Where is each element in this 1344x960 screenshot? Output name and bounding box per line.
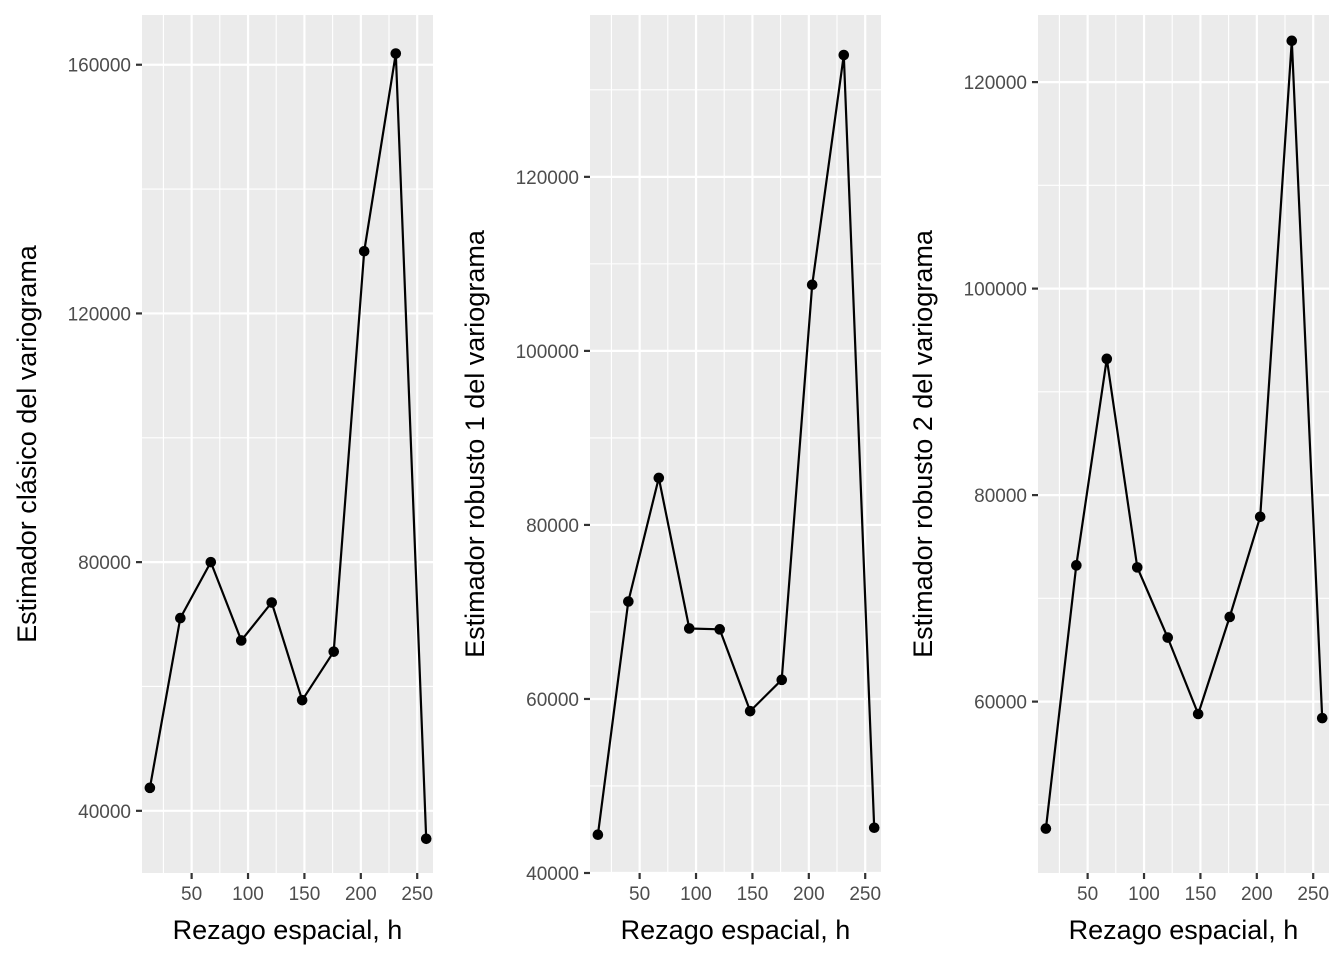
data-point — [1071, 560, 1082, 571]
x-tick-label: 100 — [1128, 884, 1160, 905]
data-point — [806, 279, 818, 291]
plot-background — [142, 15, 433, 873]
x-tick-label: 200 — [793, 884, 825, 905]
data-point — [683, 623, 695, 634]
y-axis-title: Estimador robusto 2 del variograma — [908, 229, 938, 658]
series-line — [148, 52, 428, 839]
series-line — [596, 53, 876, 835]
data-point — [1286, 35, 1298, 47]
x-tick-label: 150 — [1185, 884, 1217, 905]
chart-panel-2: 40000 60000 80000 100000 120000 50 100 150 200 25… — [460, 15, 881, 945]
y-tick-label: 100000 — [964, 280, 1027, 301]
data-point — [1192, 708, 1204, 720]
data-point — [205, 556, 217, 568]
data-point — [653, 472, 665, 484]
x-tick-label: 250 — [1297, 884, 1329, 905]
data-point — [1040, 823, 1052, 834]
y-tick-label: 60000 — [974, 693, 1027, 714]
y-tick-label: 40000 — [78, 802, 131, 823]
x-axis-title: Rezago espacial, h — [621, 915, 851, 945]
data-point — [1224, 611, 1236, 623]
x-tick-label: 100 — [232, 884, 264, 905]
plot-background — [590, 15, 881, 873]
y-axis-title: Estimador robusto 1 del variograma — [460, 229, 490, 658]
x-tick-label: 250 — [849, 884, 881, 905]
data-point — [1316, 712, 1328, 724]
x-tick-label: 50 — [629, 884, 650, 905]
y-tick-label: 120000 — [68, 304, 131, 325]
data-point — [235, 635, 247, 646]
y-tick-label: 100000 — [516, 342, 579, 363]
data-point — [592, 829, 604, 841]
data-point — [838, 49, 850, 61]
y-tick-label: 60000 — [526, 690, 579, 711]
x-tick-label: 150 — [737, 884, 769, 905]
x-axis-title: Rezago espacial, h — [173, 915, 403, 945]
data-point — [175, 612, 186, 624]
x-tick-label: 200 — [1241, 884, 1273, 905]
y-tick-label: 120000 — [516, 168, 579, 189]
data-point — [390, 48, 402, 59]
chart-panel-1: 40000 80000 120000 160000 50 100 150 200 250 Reza… — [12, 15, 433, 945]
data-point — [296, 694, 308, 706]
chart-panel-3: 60000 80000 100000 120000 50 100 150 200 250 Reza… — [908, 15, 1329, 945]
data-point — [744, 705, 756, 717]
x-tick-label: 50 — [181, 884, 202, 905]
y-tick-label: 120000 — [964, 73, 1027, 94]
data-point — [623, 596, 634, 607]
y-tick-label: 80000 — [78, 553, 131, 574]
data-point — [714, 624, 726, 635]
x-tick-label: 100 — [680, 884, 712, 905]
data-point — [1162, 632, 1174, 643]
data-point — [328, 646, 340, 657]
y-tick-label: 160000 — [68, 56, 131, 77]
y-tick-label: 80000 — [974, 486, 1027, 507]
data-point — [144, 782, 156, 794]
data-point — [776, 674, 788, 686]
data-point — [1254, 511, 1266, 523]
x-tick-label: 200 — [345, 884, 377, 905]
y-axis-title: Estimador clásico del variograma — [12, 244, 42, 643]
x-tick-label: 50 — [1077, 884, 1098, 905]
plot-background — [1038, 15, 1329, 873]
data-point — [868, 822, 880, 834]
data-point — [420, 833, 432, 845]
data-point — [1101, 353, 1113, 365]
x-axis-title: Rezago espacial, h — [1069, 915, 1299, 945]
data-point — [358, 245, 370, 257]
y-tick-label: 40000 — [526, 864, 579, 885]
x-tick-label: 250 — [401, 884, 433, 905]
series-line — [1044, 39, 1324, 829]
x-tick-label: 150 — [289, 884, 321, 905]
data-point — [266, 597, 278, 608]
y-tick-label: 80000 — [526, 516, 579, 537]
data-point — [1131, 562, 1143, 573]
